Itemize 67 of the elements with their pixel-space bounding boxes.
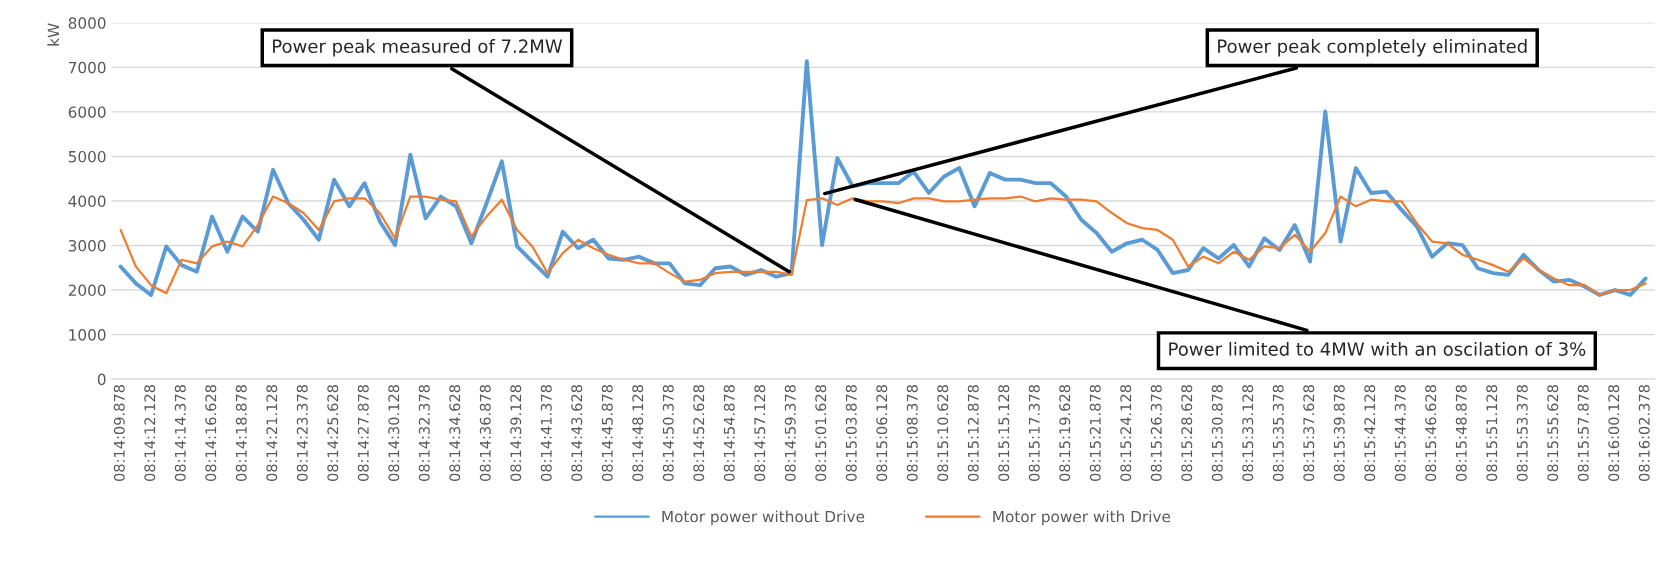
x-tick-label: 08:14:32.378 — [418, 385, 430, 482]
legend-label: Motor power without Drive — [662, 510, 865, 526]
x-tick-label: 08:14:52.628 — [693, 385, 705, 482]
y-tick-label: 2000 — [68, 284, 106, 297]
x-tick-label: 08:15:03.878 — [845, 385, 857, 482]
y-tick-label: 0 — [97, 373, 106, 386]
x-tick-label: 08:14:36.878 — [479, 385, 491, 482]
x-tick-label: 08:15:35.378 — [1272, 385, 1284, 482]
x-tick-label: 08:14:34.628 — [449, 385, 461, 482]
x-tick-label: 08:14:14.378 — [174, 385, 186, 482]
x-tick-label: 08:15:06.128 — [876, 385, 888, 482]
x-tick-label: 08:14:41.378 — [540, 385, 552, 482]
line-series — [119, 195, 1647, 297]
x-tick-label: 08:14:21.128 — [266, 385, 278, 482]
y-tick-label: 6000 — [68, 106, 106, 118]
x-tick-label: 08:14:48.128 — [632, 385, 644, 482]
x-tick-label: 08:14:23.378 — [296, 385, 308, 482]
x-tick-label: 08:14:45.878 — [601, 385, 613, 482]
x-tick-label: 08:15:39.878 — [1333, 385, 1345, 482]
x-tick-label: 08:15:46.628 — [1425, 385, 1437, 482]
y-axis-title: kW — [47, 23, 59, 46]
x-tick-label: 08:15:01.628 — [815, 385, 827, 482]
x-tick-label: 08:15:26.378 — [1150, 385, 1162, 482]
x-tick-label: 08:15:44.378 — [1394, 385, 1406, 482]
x-tick-label: 08:14:54.878 — [723, 385, 735, 482]
x-tick-label: 08:15:15.128 — [998, 385, 1010, 482]
x-tick-label: 08:14:18.878 — [235, 385, 247, 482]
y-tick-label: 7000 — [68, 61, 106, 74]
x-tick-label: 08:15:57.878 — [1577, 385, 1589, 482]
x-tick-label: 08:14:27.878 — [357, 385, 369, 482]
x-tick-label: 08:15:48.878 — [1455, 385, 1467, 482]
x-tick-label: 08:15:12.878 — [967, 385, 979, 482]
x-tick-label: 08:15:19.628 — [1059, 385, 1071, 482]
x-tick-label: 08:15:28.628 — [1181, 385, 1193, 482]
x-tick-label: 08:15:55.628 — [1547, 385, 1559, 482]
x-tick-label: 08:14:09.878 — [113, 385, 125, 482]
y-tick-label: 4000 — [68, 195, 106, 208]
x-tick-label: 08:15:21.878 — [1089, 385, 1101, 482]
x-tick-label: 08:15:08.378 — [906, 385, 918, 482]
x-tick-label: 08:14:59.378 — [784, 385, 796, 482]
annotation: Power limited to 4MW with an oscilation of 3% — [1169, 341, 1586, 356]
legend-label: Motor power with Drive — [993, 510, 1171, 526]
x-tick-label: 08:15:30.878 — [1211, 385, 1223, 482]
y-tick-label: 3000 — [68, 240, 106, 252]
annotation: Power peak completely eliminated — [1218, 39, 1527, 57]
x-tick-label: 08:15:37.628 — [1303, 385, 1315, 482]
x-tick-label: 08:14:12.128 — [144, 385, 156, 482]
x-tick-label: 08:14:50.378 — [662, 385, 674, 482]
x-tick-label: 08:14:57.128 — [754, 385, 766, 482]
x-tick-label: 08:16:00.128 — [1608, 385, 1620, 482]
x-tick-label: 08:14:43.628 — [571, 385, 583, 482]
annotation: Power peak measured of 7.2MW — [273, 39, 563, 57]
y-tick-label: 5000 — [68, 150, 106, 163]
x-tick-label: 08:15:53.378 — [1516, 385, 1528, 482]
x-tick-label: 08:16:02.378 — [1638, 385, 1650, 482]
x-tick-label: 08:14:39.128 — [510, 385, 522, 482]
x-tick-label: 08:15:51.128 — [1486, 385, 1498, 482]
y-tick-label: 8000 — [68, 17, 106, 29]
x-tick-label: 08:15:33.128 — [1242, 385, 1254, 482]
x-tick-label: 08:15:24.128 — [1120, 385, 1132, 482]
x-tick-label: 08:15:17.378 — [1028, 385, 1040, 482]
y-tick-label: 1000 — [69, 329, 106, 341]
x-tick-label: 08:15:42.128 — [1364, 385, 1376, 482]
x-tick-label: 08:14:16.628 — [205, 385, 217, 482]
x-tick-label: 08:15:10.628 — [937, 385, 949, 482]
x-tick-label: 08:14:25.628 — [327, 385, 339, 482]
x-tick-label: 08:14:30.128 — [388, 385, 400, 482]
